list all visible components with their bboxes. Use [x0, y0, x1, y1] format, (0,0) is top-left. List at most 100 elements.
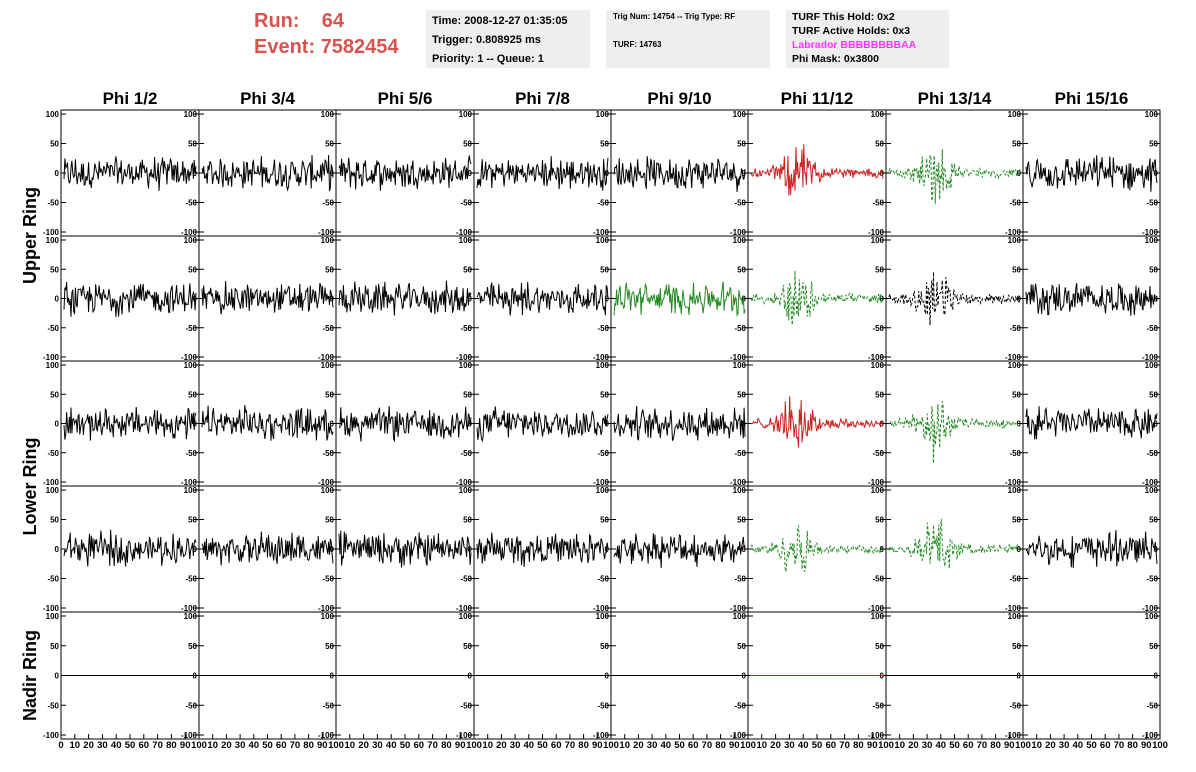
y-tick-label: -50	[460, 324, 472, 333]
x-tick-label: 100	[740, 740, 756, 751]
y-tick-label: 0	[605, 295, 610, 304]
y-tick-label: -50	[872, 199, 884, 208]
y-tick-label: -50	[460, 575, 472, 584]
y-tick-label: -50	[1009, 449, 1021, 458]
y-tick-label: 100	[596, 361, 610, 370]
y-tick-label: -50	[1146, 199, 1158, 208]
y-tick-label: -100	[593, 478, 610, 487]
row-label: Lower Ring	[20, 438, 40, 536]
y-tick-label: 50	[50, 390, 59, 399]
x-tick-label: 50	[537, 740, 548, 751]
x-tick-label: 70	[565, 740, 576, 751]
waveform-trace	[613, 405, 746, 441]
y-tick-label: -50	[185, 575, 197, 584]
y-tick-label: -50	[872, 575, 884, 584]
column-label: Phi 11/12	[781, 89, 854, 108]
y-tick-label: 100	[184, 612, 198, 621]
x-tick-label: 30	[922, 740, 933, 751]
y-tick-label: 0	[468, 545, 473, 554]
waveform-trace	[338, 530, 472, 568]
y-tick-label: 100	[596, 110, 610, 119]
y-tick-label: -50	[460, 449, 472, 458]
y-tick-label: -100	[43, 228, 60, 237]
waveform-trace	[476, 532, 609, 568]
x-tick-label: 80	[715, 740, 726, 751]
x-tick-label: 50	[674, 740, 685, 751]
y-tick-label: 100	[1145, 110, 1159, 119]
run-label: Run:	[254, 10, 300, 32]
y-tick-label: 50	[1012, 265, 1021, 274]
x-tick-label: 70	[290, 740, 301, 751]
y-tick-label: -100	[181, 478, 198, 487]
turf-active-holds-text: TURF Active Holds: 0x3	[792, 25, 911, 37]
y-tick-label: 0	[468, 169, 473, 178]
y-tick-label: 50	[50, 516, 59, 525]
waveform-trace	[338, 155, 472, 191]
y-tick-label: 100	[46, 110, 60, 119]
y-tick-label: 100	[1145, 612, 1159, 621]
y-tick-label: 100	[733, 612, 747, 621]
time-info-box: Time: 2008-12-27 01:35:05 Trigger: 0.808…	[426, 10, 590, 68]
y-tick-label: 100	[1145, 236, 1159, 245]
y-tick-label: 0	[1154, 420, 1159, 429]
trig-num-text: Trig Num: 14754 -- Trig Type: RF	[613, 12, 736, 21]
y-tick-label: -100	[456, 478, 473, 487]
row-label: Upper Ring	[20, 187, 40, 284]
x-tick-label: 60	[551, 740, 562, 751]
x-tick-label: 100	[603, 740, 619, 751]
y-tick-label: -100	[1142, 731, 1159, 740]
y-tick-label: 50	[50, 265, 59, 274]
y-tick-label: 0	[330, 420, 335, 429]
y-tick-label: 100	[1008, 486, 1022, 495]
y-tick-label: -50	[597, 449, 609, 458]
x-tick-label: 40	[111, 740, 122, 751]
y-tick-label: -50	[322, 449, 334, 458]
y-tick-label: -100	[1142, 228, 1159, 237]
y-tick-label: 0	[742, 169, 747, 178]
y-tick-label: 0	[193, 295, 198, 304]
waveform-trace	[613, 156, 746, 193]
waveform-trace	[63, 529, 197, 567]
y-tick-label: -50	[597, 575, 609, 584]
y-tick-label: -50	[1146, 449, 1158, 458]
x-tick-label: 70	[702, 740, 713, 751]
time-text: Time: 2008-12-27 01:35:05	[432, 15, 568, 27]
run-value: 64	[321, 10, 345, 32]
y-tick-label: 50	[463, 390, 472, 399]
y-tick-label: 100	[1008, 236, 1022, 245]
x-tick-label: 60	[688, 740, 699, 751]
y-tick-label: -50	[47, 324, 59, 333]
panel-frame	[335, 360, 475, 487]
y-tick-label: -50	[872, 324, 884, 333]
y-tick-label: 50	[875, 642, 884, 651]
y-tick-label: 100	[459, 361, 473, 370]
y-tick-label: -100	[868, 604, 885, 613]
waveform-trace	[476, 281, 609, 316]
waveform-trace	[1025, 155, 1158, 192]
y-tick-label: 0	[605, 420, 610, 429]
y-tick-label: 50	[463, 140, 472, 149]
y-tick-label: 50	[463, 265, 472, 274]
y-tick-label: -100	[868, 478, 885, 487]
y-tick-label: 100	[871, 236, 885, 245]
x-tick-label: 80	[1127, 740, 1138, 751]
x-tick-label: 80	[853, 740, 864, 751]
waveform-trace	[888, 518, 1021, 569]
y-tick-label: 50	[325, 390, 334, 399]
y-tick-label: -50	[460, 199, 472, 208]
y-tick-label: 50	[1012, 140, 1021, 149]
x-tick-label: 80	[303, 740, 314, 751]
y-tick-label: 50	[737, 642, 746, 651]
